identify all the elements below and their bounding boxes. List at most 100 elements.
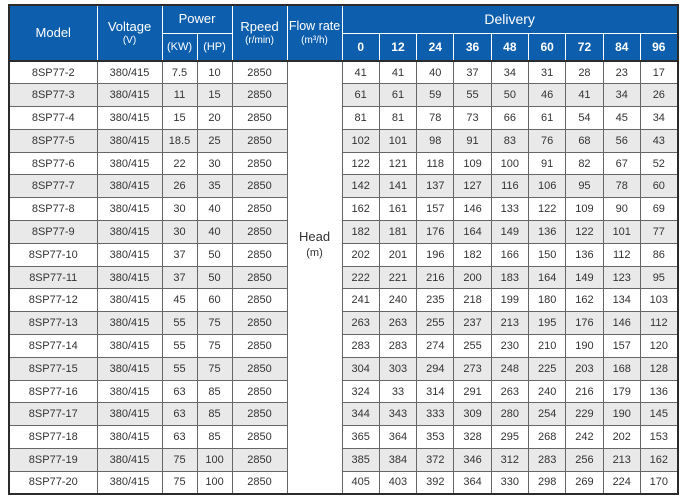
voltage-cell: 380/415 [96, 242, 163, 267]
power-hp-cell: 50 [196, 265, 233, 290]
delivery-cell: 248 [490, 356, 530, 381]
delivery-cell: 145 [639, 402, 679, 427]
delivery-cell: 364 [453, 470, 492, 495]
delivery-cell: 168 [602, 356, 641, 381]
delivery-cell: 137 [416, 174, 455, 199]
table-row: 8SP77-3 380/415 11 15 2850 61 61 59 55 50 46 41 34 26 [8, 83, 679, 108]
delivery-cell: 235 [416, 288, 455, 313]
power-kw-cell: 7.5 [161, 60, 198, 85]
delivery-cell: 45 [602, 106, 641, 130]
header-speed-label: Rpeed [240, 18, 279, 34]
delivery-cell: 81 [341, 106, 380, 130]
delivery-cell: 83 [490, 128, 530, 153]
delivery-cell: 170 [639, 470, 679, 495]
power-hp-cell: 100 [196, 470, 233, 495]
delivery-cell: 106 [527, 174, 567, 199]
speed-cell: 2850 [231, 174, 288, 199]
model-cell: 8SP77-14 [8, 334, 98, 358]
table-row: 8SP77-5 380/415 18.5 25 2850 102 101 98 91 83 76 68… [8, 128, 679, 153]
delivery-cell: 122 [527, 197, 567, 222]
voltage-cell: 380/415 [96, 83, 163, 108]
delivery-cell: 73 [453, 106, 492, 130]
delivery-cell: 82 [565, 151, 604, 176]
table-row: 8SP77-18 380/415 63 85 2850 365 364 353 328 295 26… [8, 425, 679, 450]
delivery-cell: 59 [416, 83, 455, 108]
delivery-cell: 268 [527, 425, 567, 450]
delivery-cell: 103 [639, 288, 679, 313]
model-cell: 8SP77-9 [8, 220, 98, 244]
delivery-cell: 200 [453, 265, 492, 290]
delivery-cell: 109 [453, 151, 492, 176]
power-kw-cell: 11 [161, 83, 198, 108]
speed-cell: 2850 [231, 128, 288, 153]
delivery-cell: 263 [490, 379, 530, 404]
delivery-cell: 68 [565, 128, 604, 153]
delivery-cell: 190 [565, 334, 604, 358]
delivery-cell: 61 [341, 83, 380, 108]
delivery-cell: 210 [527, 334, 567, 358]
head-unit-merged-cell: Head (m) [286, 60, 343, 495]
header-delivery-col-96: 96 [639, 32, 679, 62]
voltage-cell: 380/415 [96, 448, 163, 472]
delivery-cell: 66 [490, 106, 530, 130]
delivery-cell: 201 [378, 242, 418, 267]
delivery-cell: 67 [602, 151, 641, 176]
delivery-cell: 34 [639, 106, 679, 130]
header-row-sub: (KW) (HP) 0 12 24 36 48 60 72 84 96 [9, 32, 679, 62]
voltage-cell: 380/415 [96, 151, 163, 176]
voltage-cell: 380/415 [96, 425, 163, 450]
delivery-cell: 162 [639, 448, 679, 472]
delivery-cell: 40 [416, 60, 455, 85]
header-delivery-col-72: 72 [565, 32, 604, 62]
table-row: 8SP77-20 380/415 75 100 2850 405 403 392 364 330 2… [8, 470, 679, 495]
header-delivery-col-84: 84 [602, 32, 641, 62]
header-model: Model [8, 4, 98, 62]
delivery-cell: 269 [565, 470, 604, 495]
delivery-cell: 91 [527, 151, 567, 176]
model-cell: 8SP77-3 [8, 83, 98, 108]
pump-spec-table-wrap: Model Voltage (V) Power Rpeed (r/min) Fl… [8, 4, 679, 496]
delivery-cell: 222 [341, 265, 380, 290]
delivery-cell: 283 [378, 334, 418, 358]
model-cell: 8SP77-7 [8, 174, 98, 199]
power-hp-cell: 85 [196, 402, 233, 427]
delivery-cell: 218 [453, 288, 492, 313]
delivery-cell: 136 [527, 220, 567, 244]
delivery-cell: 109 [565, 197, 604, 222]
power-kw-cell: 55 [161, 356, 198, 381]
table-row: 8SP77-9 380/415 30 40 2850 182 181 176 164 149 136… [8, 220, 679, 244]
delivery-cell: 157 [416, 197, 455, 222]
delivery-cell: 237 [453, 311, 492, 336]
delivery-cell: 195 [527, 311, 567, 336]
table-row: 8SP77-17 380/415 63 85 2850 344 343 333 309 280 25… [8, 402, 679, 427]
power-hp-cell: 35 [196, 174, 233, 199]
delivery-cell: 298 [527, 470, 567, 495]
model-cell: 8SP77-2 [8, 60, 98, 85]
delivery-cell: 55 [453, 83, 492, 108]
model-cell: 8SP77-16 [8, 379, 98, 404]
delivery-cell: 213 [602, 448, 641, 472]
power-kw-cell: 15 [161, 106, 198, 130]
header-speed: Rpeed (r/min) [231, 4, 288, 62]
header-delivery: Delivery [341, 4, 679, 34]
delivery-cell: 241 [341, 288, 380, 313]
power-kw-cell: 75 [161, 448, 198, 472]
delivery-cell: 183 [490, 265, 530, 290]
delivery-cell: 221 [378, 265, 418, 290]
delivery-cell: 61 [527, 106, 567, 130]
model-cell: 8SP77-11 [8, 265, 98, 290]
header-delivery-col-60: 60 [527, 32, 567, 62]
delivery-cell: 213 [490, 311, 530, 336]
header-delivery-label: Delivery [484, 11, 535, 28]
delivery-cell: 203 [565, 356, 604, 381]
speed-cell: 2850 [231, 220, 288, 244]
header-voltage-label: Voltage [107, 18, 152, 34]
delivery-cell: 101 [602, 220, 641, 244]
delivery-cell: 295 [490, 425, 530, 450]
table-row: 8SP77-15 380/415 55 75 2850 304 303 294 273 248 22… [8, 356, 679, 381]
delivery-cell: 255 [453, 334, 492, 358]
delivery-cell: 303 [378, 356, 418, 381]
voltage-cell: 380/415 [96, 402, 163, 427]
delivery-cell: 403 [378, 470, 418, 495]
delivery-cell: 127 [453, 174, 492, 199]
